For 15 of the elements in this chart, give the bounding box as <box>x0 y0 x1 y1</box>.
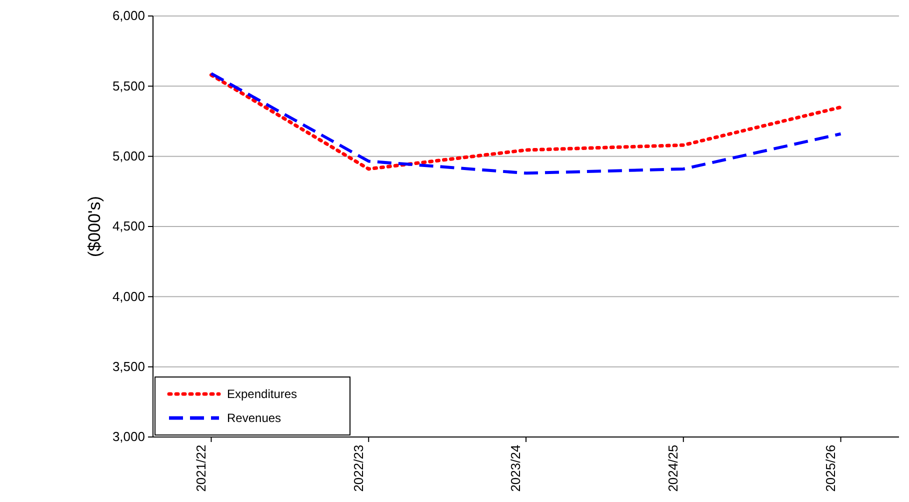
x-tick-label: 2021/22 <box>193 444 208 492</box>
y-tick-label: 6,000 <box>112 8 145 24</box>
x-tick-label: 2024/25 <box>666 444 681 492</box>
y-axis-title: ($000's) <box>85 196 104 257</box>
x-tick-label: 2023/24 <box>508 444 524 492</box>
y-tick-label: 3,500 <box>112 358 145 374</box>
y-tick-label: 5,500 <box>112 78 145 94</box>
y-tick-label: 5,000 <box>112 148 145 164</box>
y-tick-label: 4,000 <box>112 288 145 304</box>
legend-label: Expenditures <box>227 387 298 401</box>
x-tick-label: 2022/23 <box>350 444 366 492</box>
y-tick-label: 3,000 <box>112 429 145 444</box>
y-tick-label: 4,500 <box>112 218 145 234</box>
x-tick-label: 2025/26 <box>822 444 838 492</box>
legend-label: Revenues <box>227 411 282 425</box>
